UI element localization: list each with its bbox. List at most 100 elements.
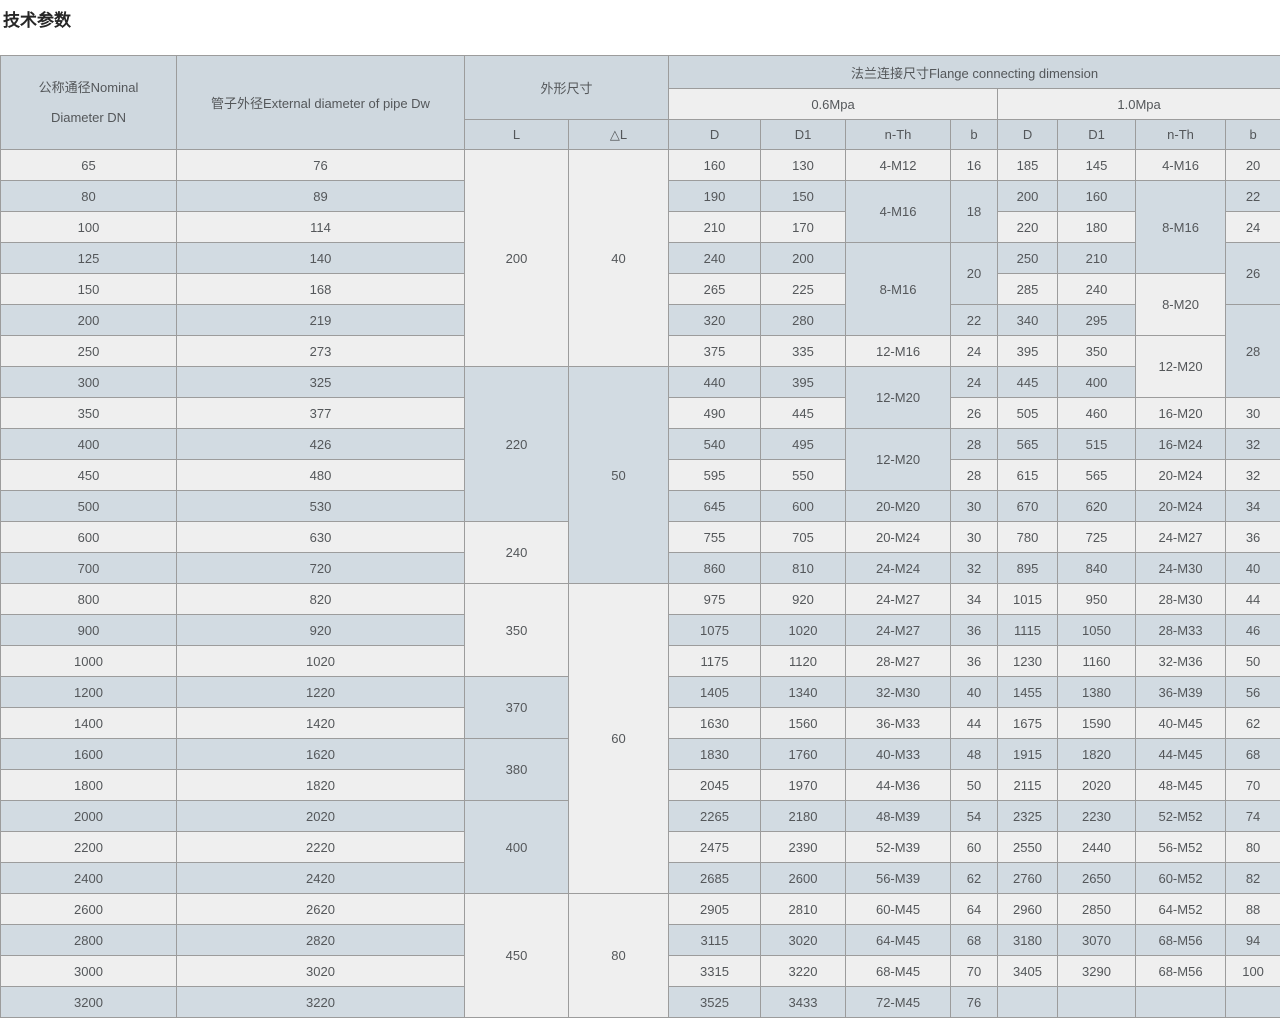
table-cell: 620 bbox=[1057, 490, 1137, 522]
table-row: 200 219 320 280 22 340 295 28 bbox=[0, 304, 1280, 398]
table-cell: 400 bbox=[464, 800, 569, 894]
table-cell bbox=[997, 986, 1059, 1018]
table-row: 2800 2820 3115 3020 64-M45 68 3180 3070 68-M56 94 bbox=[0, 924, 1280, 956]
table-cell: 3220 bbox=[760, 955, 847, 987]
table-cell: 32 bbox=[1225, 428, 1280, 460]
table-cell: 900 bbox=[0, 614, 177, 646]
table-cell: 1120 bbox=[760, 645, 847, 677]
table-cell: 68-M56 bbox=[1135, 924, 1227, 956]
table-cell: 180 bbox=[1057, 211, 1137, 243]
table-cell: 2960 bbox=[997, 893, 1059, 925]
header-d1-10: D1 bbox=[1057, 119, 1137, 150]
table-cell: 500 bbox=[0, 490, 177, 522]
table-cell: 1820 bbox=[176, 769, 465, 801]
table-cell: 1115 bbox=[997, 614, 1059, 646]
table-cell: 240 bbox=[668, 242, 762, 274]
table-cell: 615 bbox=[997, 459, 1059, 491]
table-cell: 56 bbox=[1225, 676, 1280, 708]
table-cell: 64 bbox=[950, 893, 999, 925]
table-cell: 1000 bbox=[0, 645, 177, 677]
table-cell: 1760 bbox=[760, 738, 847, 770]
table-cell: 145 bbox=[1057, 149, 1137, 181]
table-cell: 160 bbox=[1057, 180, 1137, 212]
table-cell: 210 bbox=[668, 211, 762, 243]
table-cell: 630 bbox=[176, 521, 465, 553]
table-cell: 725 bbox=[1057, 521, 1137, 553]
table-row: 150 168 265 225 285 240 8-M20 bbox=[0, 273, 1280, 336]
table-row: 1600 1620 380 1830 1760 40-M33 48 1915 1820 44-M4… bbox=[0, 738, 1280, 801]
table-cell: 40 bbox=[567, 149, 670, 367]
header-b-06: b bbox=[950, 119, 999, 150]
table-cell: 700 bbox=[0, 552, 177, 584]
table-cell: 82 bbox=[1225, 862, 1280, 894]
table-cell: 24-M27 bbox=[1135, 521, 1227, 553]
table-cell: 1340 bbox=[760, 676, 847, 708]
table-cell: 200 bbox=[464, 149, 569, 367]
table-cell: 150 bbox=[0, 273, 177, 305]
table-cell: 3180 bbox=[997, 924, 1059, 956]
table-cell: 220 bbox=[997, 211, 1059, 243]
table-cell: 89 bbox=[176, 180, 465, 212]
table-cell: 450 bbox=[0, 459, 177, 491]
tech-params-table: 公称通径Nominal Diameter DN 管子外径External dia… bbox=[0, 55, 1280, 1018]
table-cell: 30 bbox=[950, 490, 999, 522]
table-cell: 3220 bbox=[176, 986, 465, 1018]
table-cell: 70 bbox=[1225, 769, 1280, 801]
table-cell: 24-M24 bbox=[845, 552, 952, 584]
table-cell: 200 bbox=[760, 242, 847, 274]
table-cell: 168 bbox=[176, 273, 465, 305]
table-cell: 1560 bbox=[760, 707, 847, 739]
table-cell: 40 bbox=[950, 676, 999, 708]
table-cell: 210 bbox=[1057, 242, 1137, 274]
table-cell: 200 bbox=[997, 180, 1059, 212]
table-cell: 1915 bbox=[997, 738, 1059, 770]
table-cell: 20-M24 bbox=[1135, 490, 1227, 522]
table-cell: 440 bbox=[668, 366, 762, 398]
table-cell: 225 bbox=[760, 273, 847, 305]
table-cell: 50 bbox=[950, 769, 999, 801]
table-cell: 426 bbox=[176, 428, 465, 460]
table-cell: 36-M33 bbox=[845, 707, 952, 739]
table-row: 2600 2620 450 80 2905 2810 60-M45 64 2960 2850 64-… bbox=[0, 893, 1280, 1018]
table-cell: 3000 bbox=[0, 955, 177, 987]
table-cell: 600 bbox=[760, 490, 847, 522]
table-cell: 4-M16 bbox=[845, 180, 952, 243]
table-row: 600 630 240 755 705 20-M24 30 780 725 24-M27 36 bbox=[0, 521, 1280, 584]
header-d-06: D bbox=[668, 119, 762, 150]
table-cell: 32 bbox=[950, 552, 999, 584]
table-cell: 320 bbox=[668, 304, 762, 336]
table-cell: 185 bbox=[997, 149, 1059, 181]
table-cell: 60-M45 bbox=[845, 893, 952, 925]
table-cell: 68-M45 bbox=[845, 955, 952, 987]
table-cell: 2200 bbox=[0, 831, 177, 863]
header-nominal-diameter: 公称通径Nominal Diameter DN bbox=[0, 55, 177, 150]
table-cell: 36-M39 bbox=[1135, 676, 1227, 708]
table-cell: 445 bbox=[997, 366, 1059, 398]
table-cell: 130 bbox=[760, 149, 847, 181]
table-cell: 24-M27 bbox=[845, 614, 952, 646]
table-cell: 150 bbox=[760, 180, 847, 212]
table-cell: 2115 bbox=[997, 769, 1059, 801]
table-cell bbox=[1225, 986, 1280, 1018]
table-cell: 219 bbox=[176, 304, 465, 336]
table-cell: 1015 bbox=[997, 583, 1059, 615]
table-cell: 200 bbox=[0, 304, 177, 336]
table-cell: 114 bbox=[176, 211, 465, 243]
table-cell: 645 bbox=[668, 490, 762, 522]
table-cell: 68 bbox=[1225, 738, 1280, 770]
table-cell: 1455 bbox=[997, 676, 1059, 708]
table-cell: 445 bbox=[760, 397, 847, 429]
table-cell: 480 bbox=[176, 459, 465, 491]
table-cell: 160 bbox=[668, 149, 762, 181]
table-cell: 820 bbox=[176, 583, 465, 615]
table-cell: 1420 bbox=[176, 707, 465, 739]
table-cell: 100 bbox=[0, 211, 177, 243]
table-cell: 220 bbox=[464, 366, 569, 522]
table-cell: 64-M45 bbox=[845, 924, 952, 956]
table-cell: 1175 bbox=[668, 645, 762, 677]
table-cell: 24 bbox=[1225, 211, 1280, 243]
table-cell: 3433 bbox=[760, 986, 847, 1018]
table-cell: 56-M52 bbox=[1135, 831, 1227, 863]
table-cell: 4-M12 bbox=[845, 149, 952, 181]
table-cell: 2265 bbox=[668, 800, 762, 832]
